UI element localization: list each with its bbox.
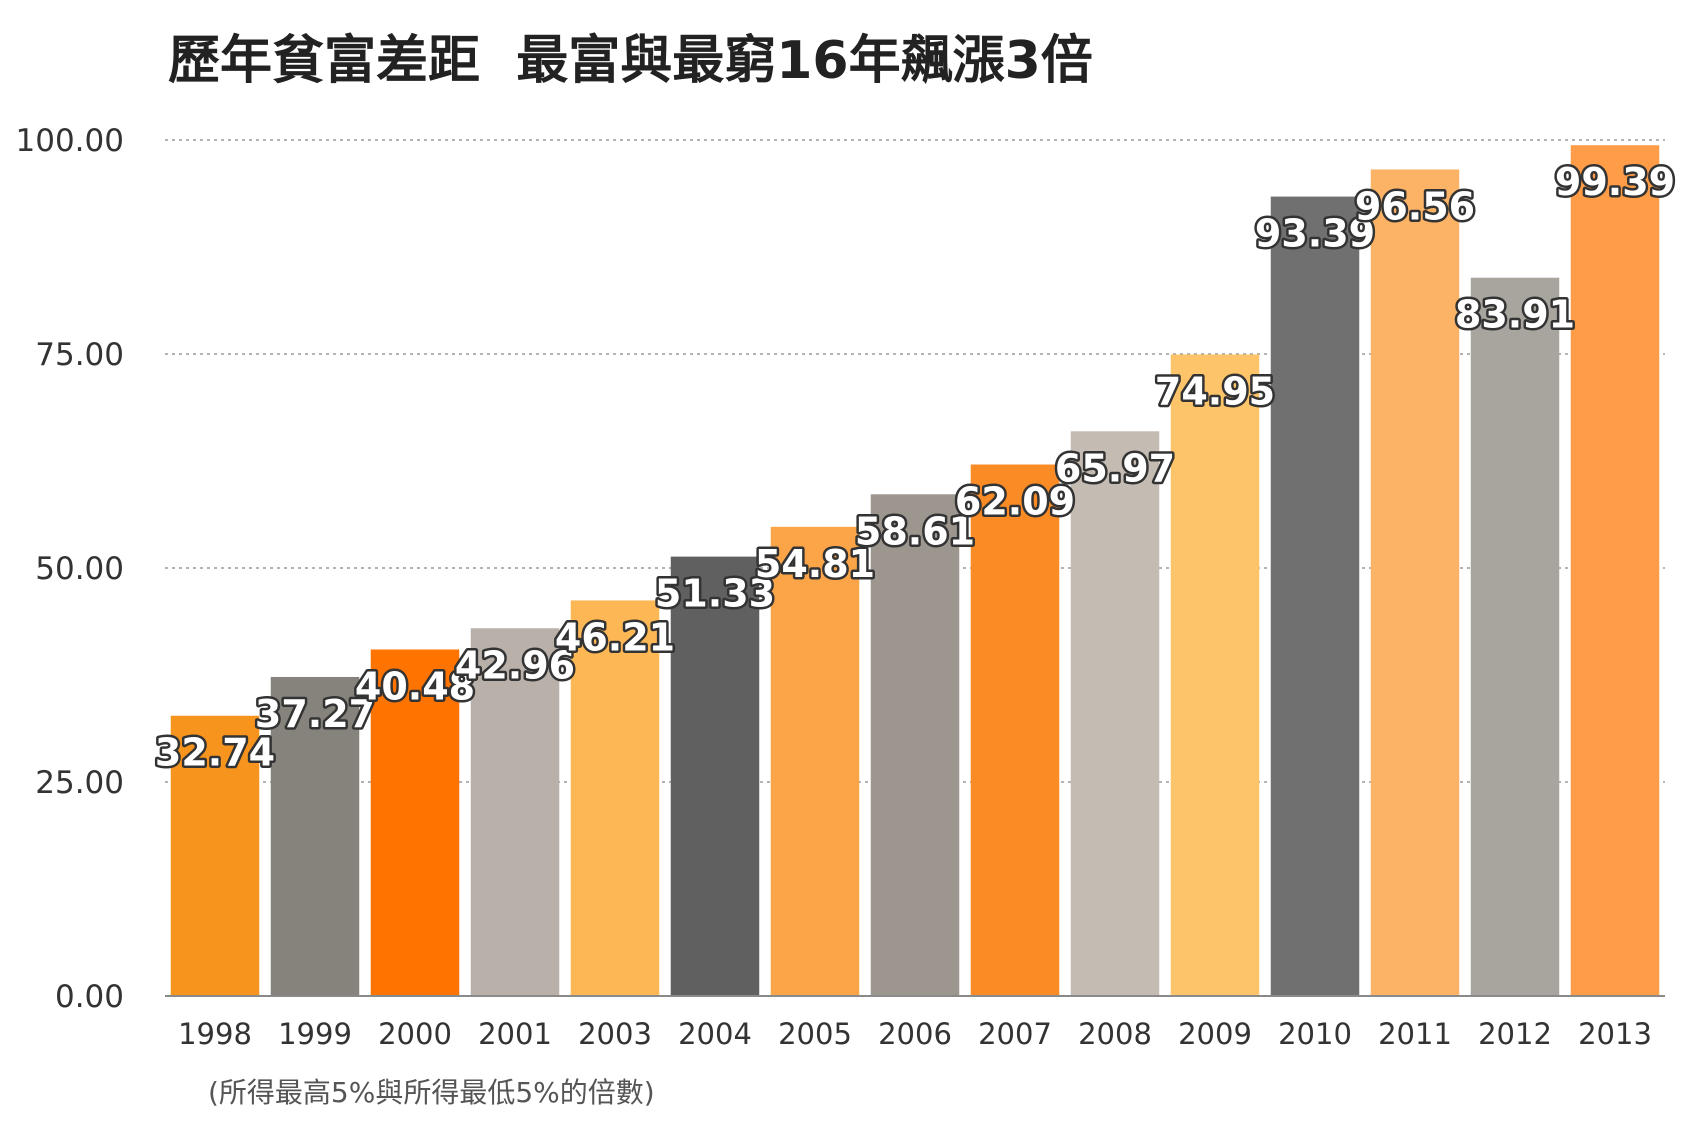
x-tick-label: 2007	[978, 1017, 1052, 1051]
y-tick-label: 75.00	[35, 337, 124, 373]
x-tick-label: 2000	[378, 1017, 452, 1051]
data-label: 37.27	[255, 692, 375, 736]
bar-2007	[970, 464, 1060, 996]
x-axis: 1998 1999 2000 2001 2003 2004 2005 2006 2007 2008…	[178, 1017, 1652, 1051]
bar-2001	[470, 628, 560, 996]
data-label: 99.39	[1555, 160, 1675, 204]
data-label: 42.96	[455, 643, 575, 687]
data-label: 46.21	[555, 615, 675, 659]
data-label: 32.74	[155, 731, 275, 775]
bar-1999	[270, 676, 360, 996]
bar-2010	[1270, 196, 1360, 996]
bar-1998	[170, 715, 260, 996]
data-label: 65.97	[1055, 446, 1175, 490]
data-label: 93.39	[1255, 212, 1375, 256]
data-label: 96.56	[1355, 184, 1475, 228]
bar-2008	[1070, 431, 1160, 996]
chart-title: 歷年貧富差距 最富與最窮16年飆漲3倍	[168, 31, 1093, 91]
bar-2009	[1170, 354, 1260, 997]
bars	[170, 145, 1660, 997]
x-tick-label: 2008	[1078, 1017, 1152, 1051]
x-tick-label: 2004	[678, 1017, 752, 1051]
bar-2012	[1470, 277, 1560, 996]
y-axis: 100.00 75.00 50.00 25.00 0.00	[16, 123, 124, 1015]
data-label: 51.33	[655, 572, 775, 616]
bar-2013	[1570, 145, 1660, 996]
y-tick-label: 0.00	[55, 979, 124, 1015]
data-label: 58.61	[855, 509, 975, 553]
bar-2006	[870, 494, 960, 996]
x-tick-label: 2012	[1478, 1017, 1552, 1051]
data-label: 54.81	[755, 542, 875, 586]
x-tick-label: 1999	[278, 1017, 352, 1051]
bar-2004	[670, 556, 760, 996]
bar-2000	[370, 649, 460, 996]
value-labels: 32.7437.2740.4842.9646.2151.3354.8158.61…	[152, 158, 1677, 778]
data-label: 83.91	[1455, 293, 1575, 337]
data-label: 62.09	[955, 480, 1075, 524]
bar-2003	[570, 600, 660, 996]
bar-2005	[770, 526, 860, 996]
x-tick-label: 1998	[178, 1017, 252, 1051]
x-tick-label: 2010	[1278, 1017, 1352, 1051]
x-tick-label: 2011	[1378, 1017, 1452, 1051]
data-label: 40.48	[355, 664, 475, 708]
bar-2011	[1370, 169, 1460, 996]
x-tick-label: 2005	[778, 1017, 852, 1051]
x-tick-label: 2003	[578, 1017, 652, 1051]
y-tick-label: 50.00	[35, 551, 124, 587]
chart-note: (所得最高5%與所得最低5%的倍數)	[208, 1076, 655, 1109]
y-tick-label: 100.00	[16, 123, 124, 159]
x-tick-label: 2009	[1178, 1017, 1252, 1051]
x-tick-label: 2001	[478, 1017, 552, 1051]
y-tick-label: 25.00	[35, 765, 124, 801]
x-tick-label: 2006	[878, 1017, 952, 1051]
x-tick-label: 2013	[1578, 1017, 1652, 1051]
data-label: 74.95	[1155, 369, 1275, 413]
